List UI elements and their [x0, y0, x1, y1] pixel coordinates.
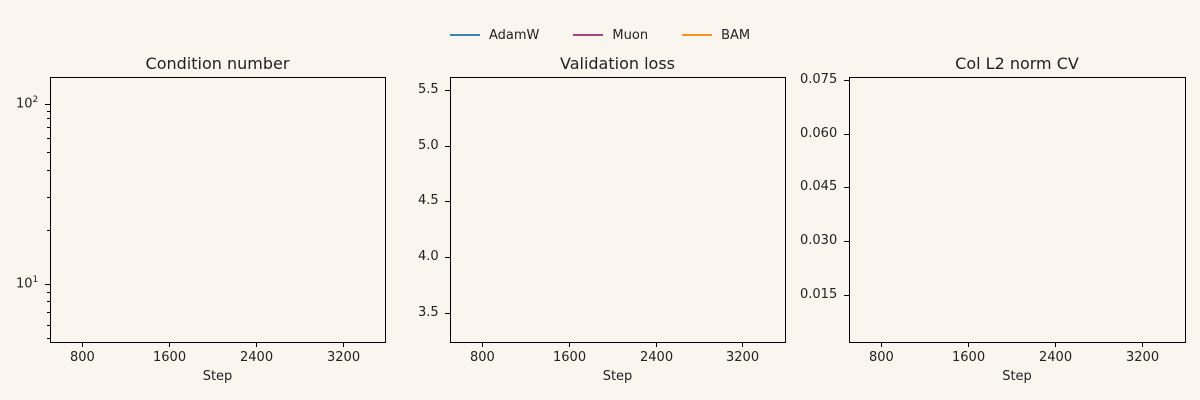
y-tick-label: 3.5	[418, 305, 439, 320]
x-tick	[256, 342, 257, 347]
y-tick-label: 4.5	[418, 193, 439, 208]
y-tick-label: 0.015	[800, 287, 838, 302]
x-tick-label: 3200	[1126, 350, 1160, 365]
legend-label: BAM	[721, 27, 751, 43]
legend-label: Muon	[612, 27, 649, 43]
plot-area-condition-number	[50, 77, 386, 343]
y-tick	[844, 134, 849, 135]
legend: AdamW Muon BAM	[450, 26, 784, 44]
legend-item-muon: Muon	[573, 28, 648, 43]
legend-item-bam: BAM	[682, 28, 750, 43]
x-tick-label: 1600	[553, 350, 587, 365]
x-tick-label: 2400	[240, 350, 274, 365]
y-tick	[844, 80, 849, 81]
chart-title-col-l2-norm-cv: Col L2 norm CV	[955, 54, 1079, 73]
x-tick	[656, 342, 657, 347]
y-tick	[445, 201, 450, 202]
y-minor-tick	[47, 197, 50, 198]
legend-swatch-bam	[682, 34, 713, 36]
x-tick-label: 800	[470, 350, 495, 365]
y-tick	[844, 187, 849, 188]
x-tick-label: 800	[70, 350, 95, 365]
chart-title-validation-loss: Validation loss	[560, 54, 675, 73]
y-minor-tick	[47, 111, 50, 112]
x-tick-label: 2400	[640, 350, 674, 365]
x-tick	[742, 342, 743, 347]
x-tick	[968, 342, 969, 347]
y-minor-tick	[47, 338, 50, 339]
y-tick-label: 5.5	[418, 82, 439, 97]
y-minor-tick	[47, 230, 50, 231]
y-tick	[45, 104, 50, 105]
y-minor-tick	[47, 312, 50, 313]
legend-swatch-adamw	[450, 34, 480, 36]
y-minor-tick	[47, 138, 50, 139]
y-tick-label: 0.030	[800, 233, 838, 248]
y-tick-label: 0.075	[800, 72, 838, 87]
y-tick	[844, 241, 849, 242]
y-tick	[445, 313, 450, 314]
x-axis-label: Step	[1002, 369, 1032, 384]
y-tick	[445, 90, 450, 91]
x-tick	[482, 342, 483, 347]
y-minor-tick	[47, 292, 50, 293]
x-axis-label: Step	[602, 369, 633, 384]
plot-area-validation-loss	[450, 77, 786, 343]
legend-item-adamw: AdamW	[450, 28, 539, 43]
x-tick-label: 2400	[1039, 350, 1073, 365]
y-tick	[45, 284, 50, 285]
y-tick-label: 0.060	[800, 126, 838, 141]
plot-area-col-l2-norm-cv	[849, 77, 1186, 343]
legend-label: AdamW	[489, 27, 540, 43]
y-minor-tick	[47, 170, 50, 171]
x-tick	[1055, 342, 1056, 347]
x-tick-label: 3200	[327, 350, 361, 365]
x-tick-label: 1600	[952, 350, 986, 365]
y-tick	[445, 257, 450, 258]
y-tick-label: 4.0	[418, 249, 439, 264]
x-tick	[569, 342, 570, 347]
y-tick	[844, 295, 849, 296]
chart-title-condition-number: Condition number	[145, 54, 290, 73]
y-tick	[445, 146, 450, 147]
x-tick	[881, 342, 882, 347]
x-tick-label: 3200	[726, 350, 760, 365]
x-tick-label: 800	[869, 350, 894, 365]
y-tick-label: 101	[16, 275, 39, 292]
y-minor-tick	[47, 118, 50, 119]
x-axis-label: Step	[202, 369, 233, 384]
legend-swatch-muon	[573, 34, 604, 36]
y-tick-label: 102	[16, 95, 39, 112]
y-minor-tick	[47, 127, 50, 128]
x-tick	[169, 342, 170, 347]
x-tick-label: 1600	[153, 350, 187, 365]
y-minor-tick	[47, 152, 50, 153]
x-tick	[343, 342, 344, 347]
y-tick-label: 0.045	[800, 179, 838, 194]
y-minor-tick	[47, 325, 50, 326]
x-tick	[1142, 342, 1143, 347]
x-tick	[82, 342, 83, 347]
y-tick-label: 5.0	[418, 138, 439, 153]
y-minor-tick	[47, 301, 50, 302]
